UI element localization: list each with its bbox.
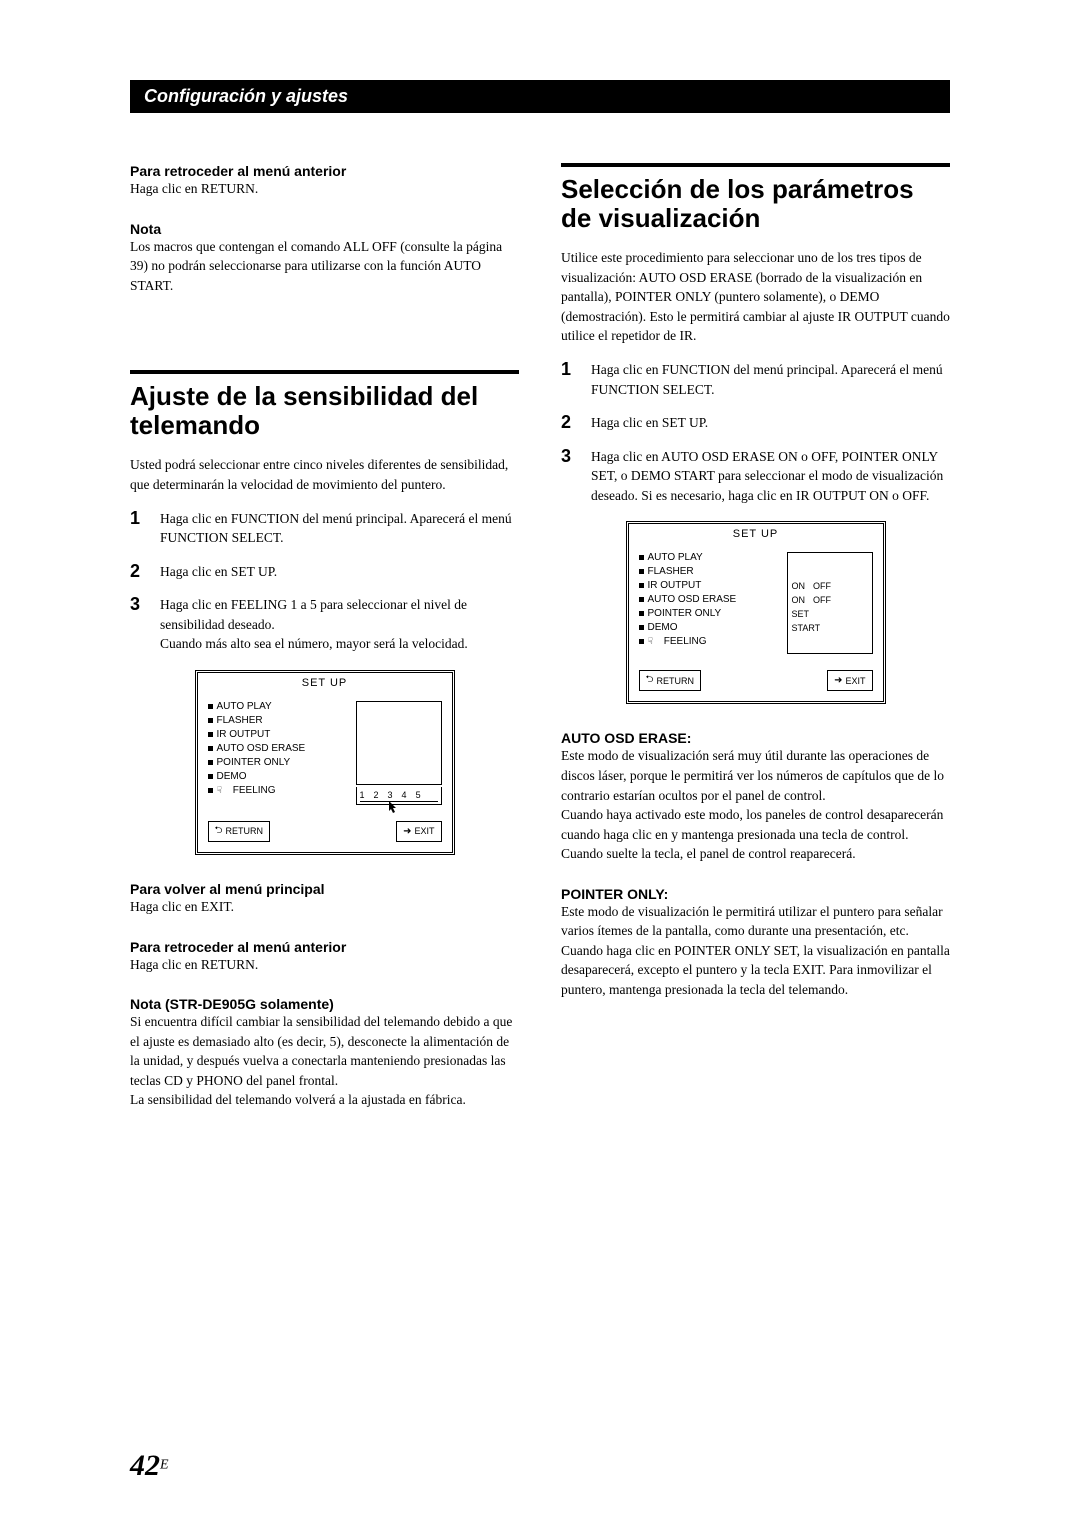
- setup-title: SET UP: [629, 524, 883, 544]
- step-number: 3: [130, 595, 146, 654]
- setup-right-pane: 1 2 3 4 5: [356, 701, 442, 805]
- step-number: 1: [130, 509, 146, 548]
- step-text: Haga clic en SET UP.: [591, 413, 708, 433]
- body-text: Usted podrá seleccionar entre cinco nive…: [130, 455, 519, 494]
- step-number: 2: [561, 413, 577, 433]
- step-number: 3: [561, 447, 577, 506]
- setup-menu: AUTO PLAY FLASHER IR OUTPUT AUTO OSD ERA…: [639, 552, 781, 654]
- step-text: Haga clic en FUNCTION del menú principal…: [591, 360, 950, 399]
- section-heading: Selección de los parámetros de visualiza…: [561, 175, 950, 232]
- section-heading: Ajuste de la sensibilidad del telemando: [130, 382, 519, 439]
- right-column: Selección de los parámetros de visualiza…: [561, 163, 950, 1110]
- step-text: Haga clic en AUTO OSD ERASE ON o OFF, PO…: [591, 447, 950, 506]
- body-text: La sensibilidad del telemando volverá a …: [130, 1090, 519, 1110]
- body-text: Utilice este procedimiento para seleccio…: [561, 248, 950, 346]
- left-column: Para retroceder al menú anterior Haga cl…: [130, 163, 519, 1110]
- pointer-cursor-icon: [387, 801, 399, 815]
- exit-button: ➜EXIT: [827, 670, 872, 691]
- steps-list: 1 Haga clic en FUNCTION del menú principa…: [561, 360, 950, 505]
- divider: [561, 163, 950, 167]
- page-number: 42E: [130, 1449, 169, 1483]
- subhead: Para retroceder al menú anterior: [130, 939, 519, 955]
- setup-title: SET UP: [198, 673, 452, 693]
- return-button: ⮌RETURN: [639, 670, 702, 691]
- setup-screen: SET UP AUTO PLAY FLASHER IR OUTPUT AUTO …: [626, 521, 886, 704]
- step-number: 1: [561, 360, 577, 399]
- section-banner: Configuración y ajustes: [130, 80, 950, 113]
- body-text: Haga clic en RETURN.: [130, 179, 519, 199]
- setup-screen: SET UP AUTO PLAY FLASHER IR OUTPUT AUTO …: [195, 670, 455, 855]
- steps-list: 1 Haga clic en FUNCTION del menú principa…: [130, 509, 519, 654]
- body-text: Haga clic en EXIT.: [130, 897, 519, 917]
- exit-button: ➜EXIT: [396, 821, 441, 842]
- step-number: 2: [130, 562, 146, 582]
- body-text: Haga clic en RETURN.: [130, 955, 519, 975]
- body-text: Este modo de visualización será muy útil…: [561, 746, 950, 805]
- step-text: Haga clic en FEELING 1 a 5 para seleccio…: [160, 595, 519, 654]
- subhead: Para volver al menú principal: [130, 881, 519, 897]
- subhead: Para retroceder al menú anterior: [130, 163, 519, 179]
- setup-menu: AUTO PLAY FLASHER IR OUTPUT AUTO OSD ERA…: [208, 701, 350, 805]
- feeling-slider: 1 2 3 4 5: [356, 787, 442, 805]
- subhead: AUTO OSD ERASE:: [561, 730, 950, 746]
- return-button: ⮌RETURN: [208, 821, 271, 842]
- setup-right-pane: ONOFF ONOFF SET START: [787, 552, 873, 654]
- subhead: POINTER ONLY:: [561, 886, 950, 902]
- nota-heading: Nota: [130, 221, 519, 237]
- step-text: Haga clic en FUNCTION del menú principal…: [160, 509, 519, 548]
- body-text: Este modo de visualización le permitirá …: [561, 902, 950, 941]
- body-text: Si encuentra difícil cambiar la sensibil…: [130, 1012, 519, 1090]
- body-text: Los macros que contengan el comando ALL …: [130, 237, 519, 296]
- body-text: Cuando haya activado este modo, los pane…: [561, 805, 950, 864]
- step-text: Haga clic en SET UP.: [160, 562, 277, 582]
- nota-heading: Nota (STR-DE905G solamente): [130, 996, 519, 1012]
- divider: [130, 370, 519, 374]
- body-text: Cuando haga clic en POINTER ONLY SET, la…: [561, 941, 950, 1000]
